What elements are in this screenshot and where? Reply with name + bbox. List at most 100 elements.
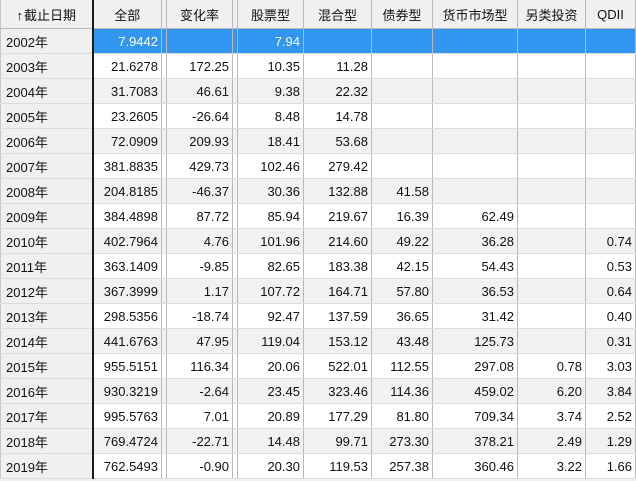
cell-hybrid[interactable]: 522.01 — [303, 353, 372, 379]
cell-change[interactable] — [166, 28, 233, 54]
cell-alt[interactable]: 0.78 — [517, 353, 586, 379]
cell-bond[interactable]: 36.65 — [371, 303, 433, 329]
cell-change[interactable]: 7.01 — [166, 403, 233, 429]
cell-hybrid[interactable]: 219.67 — [303, 203, 372, 229]
row-header-year[interactable]: 2019年 — [0, 453, 94, 479]
cell-all[interactable]: 402.7964 — [92, 228, 162, 254]
cell-change[interactable]: 172.25 — [166, 53, 233, 79]
cell-alt[interactable] — [517, 153, 586, 179]
row-header-year[interactable]: 2013年 — [0, 303, 94, 329]
cell-bond[interactable]: 57.80 — [371, 278, 433, 304]
cell-money[interactable]: 297.08 — [432, 353, 518, 379]
cell-change[interactable]: 4.76 — [166, 228, 233, 254]
cell-hybrid[interactable]: 323.46 — [303, 378, 372, 404]
cell-alt[interactable]: 3.74 — [517, 403, 586, 429]
cell-bond[interactable]: 114.36 — [371, 378, 433, 404]
cell-stock[interactable]: 23.45 — [237, 378, 304, 404]
cell-bond[interactable]: 16.39 — [371, 203, 433, 229]
row-header-year[interactable]: 2003年 — [0, 53, 94, 79]
cell-stock[interactable]: 101.96 — [237, 228, 304, 254]
cell-money[interactable]: 62.49 — [432, 203, 518, 229]
cell-change[interactable]: 46.61 — [166, 78, 233, 104]
row-header-year[interactable]: 2010年 — [0, 228, 94, 254]
cell-all[interactable]: 367.3999 — [92, 278, 162, 304]
cell-money[interactable]: 459.02 — [432, 378, 518, 404]
cell-alt[interactable] — [517, 103, 586, 129]
cell-qdii[interactable]: 0.64 — [585, 278, 636, 304]
cell-hybrid[interactable]: 164.71 — [303, 278, 372, 304]
cell-qdii[interactable] — [585, 178, 636, 204]
table-row[interactable]: 2019年 762.5493 -0.90 20.30 119.53 257.38 360.4… — [0, 453, 636, 479]
cell-stock[interactable]: 20.06 — [237, 353, 304, 379]
cell-change[interactable]: -18.74 — [166, 303, 233, 329]
cell-all[interactable]: 381.8835 — [92, 153, 162, 179]
cell-hybrid[interactable]: 119.53 — [303, 453, 372, 479]
cell-all[interactable]: 441.6763 — [92, 328, 162, 354]
table-row[interactable]: 2015年 955.5151 116.34 20.06 522.01 112.55 297.… — [0, 353, 636, 379]
cell-money[interactable] — [432, 153, 518, 179]
cell-money[interactable]: 36.28 — [432, 228, 518, 254]
cell-qdii[interactable]: 3.03 — [585, 353, 636, 379]
cell-all[interactable]: 204.8185 — [92, 178, 162, 204]
cell-stock[interactable]: 8.48 — [237, 103, 304, 129]
cell-bond[interactable]: 43.48 — [371, 328, 433, 354]
cell-bond[interactable]: 49.22 — [371, 228, 433, 254]
cell-all[interactable]: 930.3219 — [92, 378, 162, 404]
cell-money[interactable] — [432, 178, 518, 204]
row-header-year[interactable]: 2011年 — [0, 253, 94, 279]
cell-all[interactable]: 363.1409 — [92, 253, 162, 279]
column-header-change[interactable]: 变化率 — [166, 0, 233, 29]
cell-money[interactable]: 36.53 — [432, 278, 518, 304]
cell-hybrid[interactable]: 132.88 — [303, 178, 372, 204]
cell-qdii[interactable] — [585, 153, 636, 179]
table-row[interactable]: 2002年 7.9442 7.94 — [0, 28, 636, 54]
cell-all[interactable]: 7.9442 — [92, 28, 162, 54]
cell-change[interactable]: -46.37 — [166, 178, 233, 204]
cell-bond[interactable]: 273.30 — [371, 428, 433, 454]
cell-qdii[interactable] — [585, 103, 636, 129]
cell-money[interactable] — [432, 53, 518, 79]
table-row[interactable]: 2009年 384.4898 87.72 85.94 219.67 16.39 62.49 — [0, 203, 636, 229]
cell-stock[interactable]: 30.36 — [237, 178, 304, 204]
table-row[interactable]: 2006年 72.0909 209.93 18.41 53.68 — [0, 128, 636, 154]
table-row[interactable]: 2014年 441.6763 47.95 119.04 153.12 43.48 125.7… — [0, 328, 636, 354]
cell-stock[interactable]: 82.65 — [237, 253, 304, 279]
cell-stock[interactable]: 18.41 — [237, 128, 304, 154]
table-row[interactable]: 2004年 31.7083 46.61 9.38 22.32 — [0, 78, 636, 104]
table-row[interactable]: 2003年 21.6278 172.25 10.35 11.28 — [0, 53, 636, 79]
row-header-year[interactable]: 2015年 — [0, 353, 94, 379]
table-row[interactable]: 2010年 402.7964 4.76 101.96 214.60 49.22 36.28 0… — [0, 228, 636, 254]
cell-hybrid[interactable]: 11.28 — [303, 53, 372, 79]
cell-change[interactable]: -9.85 — [166, 253, 233, 279]
cell-stock[interactable]: 107.72 — [237, 278, 304, 304]
cell-bond[interactable]: 112.55 — [371, 353, 433, 379]
column-header-bond[interactable]: 债券型 — [371, 0, 433, 29]
table-row[interactable]: 2016年 930.3219 -2.64 23.45 323.46 114.36 459.0… — [0, 378, 636, 404]
cell-qdii[interactable] — [585, 53, 636, 79]
cell-qdii[interactable]: 2.52 — [585, 403, 636, 429]
cell-qdii[interactable]: 0.40 — [585, 303, 636, 329]
cell-qdii[interactable]: 0.53 — [585, 253, 636, 279]
cell-alt[interactable] — [517, 178, 586, 204]
cell-alt[interactable] — [517, 303, 586, 329]
cell-bond[interactable] — [371, 153, 433, 179]
row-header-year[interactable]: 2006年 — [0, 128, 94, 154]
cell-qdii[interactable]: 1.29 — [585, 428, 636, 454]
cell-change[interactable]: -22.71 — [166, 428, 233, 454]
cell-money[interactable]: 125.73 — [432, 328, 518, 354]
cell-alt[interactable] — [517, 53, 586, 79]
cell-hybrid[interactable]: 279.42 — [303, 153, 372, 179]
cell-stock[interactable]: 9.38 — [237, 78, 304, 104]
cell-bond[interactable]: 41.58 — [371, 178, 433, 204]
table-row[interactable]: 2013年 298.5356 -18.74 92.47 137.59 36.65 31.42… — [0, 303, 636, 329]
row-header-year[interactable]: 2005年 — [0, 103, 94, 129]
cell-hybrid[interactable]: 153.12 — [303, 328, 372, 354]
cell-change[interactable]: 209.93 — [166, 128, 233, 154]
cell-qdii[interactable] — [585, 203, 636, 229]
cell-stock[interactable]: 14.48 — [237, 428, 304, 454]
row-header-year[interactable]: 2017年 — [0, 403, 94, 429]
cell-alt[interactable] — [517, 253, 586, 279]
cell-alt[interactable]: 3.22 — [517, 453, 586, 479]
cell-qdii[interactable]: 0.31 — [585, 328, 636, 354]
cell-money[interactable] — [432, 103, 518, 129]
